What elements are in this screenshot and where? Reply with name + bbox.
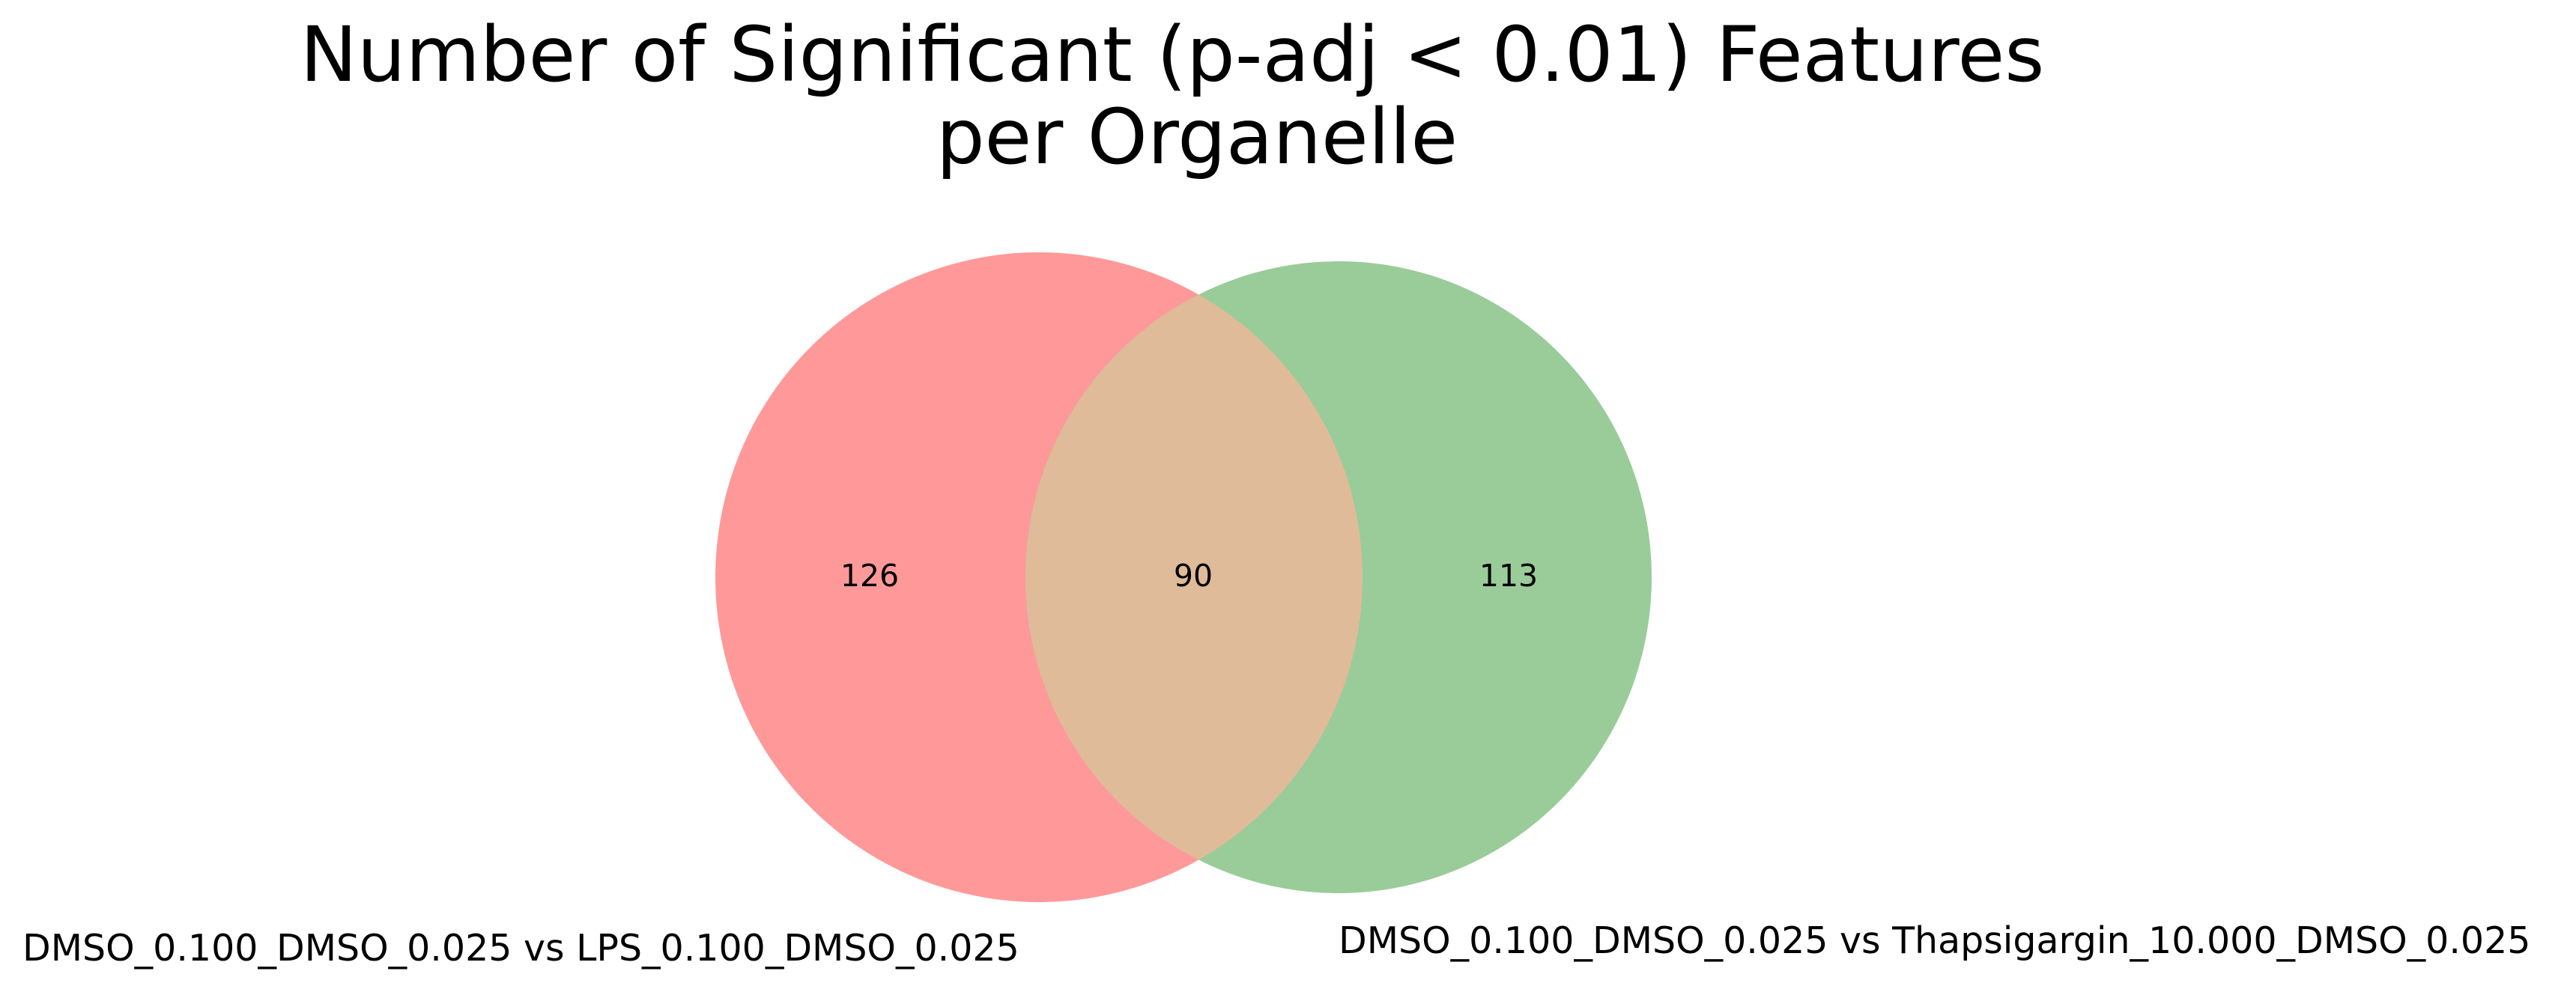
set-a-label: DMSO_0.100_DMSO_0.025 vs LPS_0.100_DMSO_… [22, 927, 1019, 970]
intersection-count: 90 [1174, 558, 1213, 594]
set-a-only-count: 126 [840, 558, 899, 594]
chart-title-line2: per Organelle [936, 93, 1458, 182]
chart-title-line1: Number of Significant (p-adj < 0.01) Fea… [300, 10, 2045, 100]
set-b-only-count: 113 [1479, 558, 1538, 594]
set-b-label: DMSO_0.100_DMSO_0.025 vs Thapsigargin_10… [1339, 919, 2530, 962]
intersection-region [1025, 261, 1363, 893]
